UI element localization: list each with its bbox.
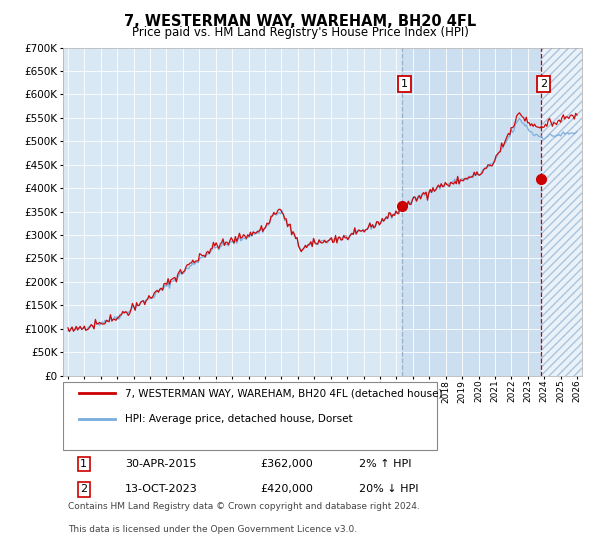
Text: 7, WESTERMAN WAY, WAREHAM, BH20 4FL: 7, WESTERMAN WAY, WAREHAM, BH20 4FL: [124, 14, 476, 29]
Text: £420,000: £420,000: [260, 484, 313, 494]
Text: £362,000: £362,000: [260, 459, 313, 469]
Text: 7, WESTERMAN WAY, WAREHAM, BH20 4FL (detached house): 7, WESTERMAN WAY, WAREHAM, BH20 4FL (det…: [125, 388, 443, 398]
Bar: [541, 48, 582, 376]
Text: 2: 2: [80, 484, 88, 494]
Text: Price paid vs. HM Land Registry's House Price Index (HPI): Price paid vs. HM Land Registry's House …: [131, 26, 469, 39]
Text: HPI: Average price, detached house, Dorset: HPI: Average price, detached house, Dors…: [125, 413, 353, 423]
Text: 2% ↑ HPI: 2% ↑ HPI: [359, 459, 412, 469]
Text: 2: 2: [539, 79, 547, 89]
Text: 1: 1: [80, 459, 87, 469]
Text: 30-APR-2015: 30-APR-2015: [125, 459, 197, 469]
Text: 1: 1: [401, 79, 408, 89]
FancyBboxPatch shape: [63, 382, 437, 450]
Bar: [402, 48, 541, 376]
Text: 13-OCT-2023: 13-OCT-2023: [125, 484, 198, 494]
Text: This data is licensed under the Open Government Licence v3.0.: This data is licensed under the Open Gov…: [68, 525, 358, 534]
Text: 20% ↓ HPI: 20% ↓ HPI: [359, 484, 418, 494]
Text: Contains HM Land Registry data © Crown copyright and database right 2024.: Contains HM Land Registry data © Crown c…: [68, 502, 420, 511]
